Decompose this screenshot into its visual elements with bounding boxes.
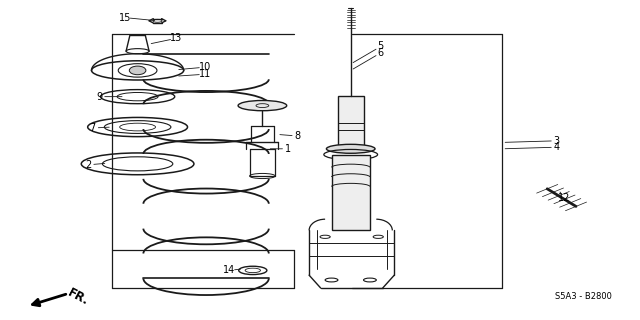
Ellipse shape [238, 100, 287, 111]
Text: 8: 8 [294, 131, 301, 141]
Text: 3: 3 [554, 136, 560, 146]
Ellipse shape [326, 144, 375, 153]
Text: 6: 6 [378, 48, 384, 58]
Text: 7: 7 [90, 123, 96, 133]
Text: 4: 4 [554, 142, 560, 152]
Bar [332, 155, 370, 230]
Text: 12: 12 [558, 193, 571, 204]
Text: 13: 13 [170, 33, 182, 44]
Ellipse shape [129, 66, 146, 75]
Text: 1: 1 [285, 144, 291, 154]
Text: S5A3 - B2800: S5A3 - B2800 [556, 292, 612, 301]
Bar [338, 96, 364, 149]
Text: 5: 5 [378, 41, 384, 52]
Text: 2: 2 [85, 160, 92, 170]
Text: FR.: FR. [65, 286, 91, 308]
Text: 11: 11 [198, 69, 211, 79]
Text: 9: 9 [96, 92, 102, 102]
Text: 15: 15 [118, 12, 131, 23]
Text: 14: 14 [223, 265, 236, 276]
Text: 10: 10 [198, 62, 211, 72]
